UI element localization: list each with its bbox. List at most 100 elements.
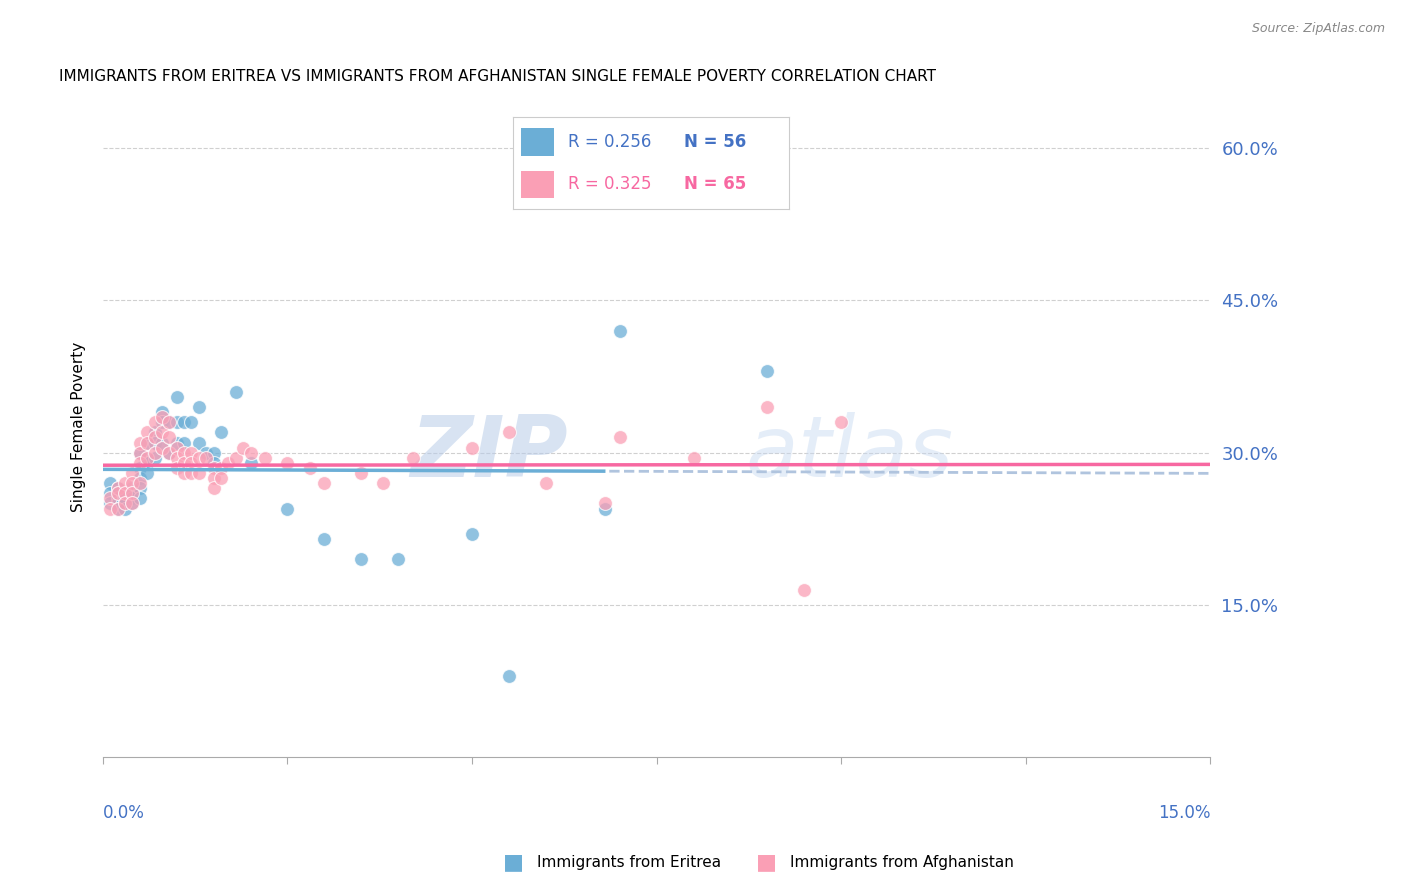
Point: [136, 435, 159, 450]
Point: [150, 410, 173, 425]
Point: [107, 501, 129, 516]
Point: [128, 445, 150, 459]
Point: [150, 441, 173, 455]
Point: [157, 445, 180, 459]
Text: ■: ■: [503, 853, 523, 872]
Point: [157, 415, 180, 429]
Point: [187, 435, 209, 450]
Point: [373, 476, 395, 491]
Point: [166, 450, 188, 465]
Text: ■: ■: [756, 853, 776, 872]
Point: [98, 486, 121, 500]
Point: [195, 445, 218, 459]
Text: atlas: atlas: [745, 412, 953, 495]
Point: [114, 476, 136, 491]
Point: [202, 445, 225, 459]
Point: [128, 461, 150, 475]
Point: [387, 552, 409, 566]
Point: [107, 501, 129, 516]
Text: ZIP: ZIP: [411, 412, 568, 495]
Point: [143, 415, 166, 429]
Point: [150, 435, 173, 450]
Point: [136, 466, 159, 480]
Point: [121, 491, 143, 506]
Point: [114, 486, 136, 500]
Point: [98, 491, 121, 506]
Text: Source: ZipAtlas.com: Source: ZipAtlas.com: [1251, 22, 1385, 36]
Point: [143, 435, 166, 450]
Point: [276, 501, 298, 516]
Point: [136, 425, 159, 440]
Point: [121, 486, 143, 500]
Point: [143, 445, 166, 459]
Point: [107, 491, 129, 506]
Point: [121, 476, 143, 491]
Point: [461, 441, 484, 455]
Point: [254, 450, 277, 465]
Point: [402, 450, 425, 465]
Point: [173, 435, 195, 450]
Point: [173, 445, 195, 459]
Point: [276, 456, 298, 470]
Point: [128, 476, 150, 491]
Point: [202, 481, 225, 495]
Point: [830, 415, 852, 429]
Point: [150, 405, 173, 419]
Point: [173, 466, 195, 480]
Point: [136, 450, 159, 465]
Point: [136, 456, 159, 470]
Point: [350, 466, 373, 480]
Point: [136, 450, 159, 465]
Text: 0.0%: 0.0%: [103, 804, 145, 822]
Point: [98, 496, 121, 510]
Point: [114, 491, 136, 506]
Point: [128, 481, 150, 495]
Point: [128, 435, 150, 450]
Point: [350, 552, 373, 566]
Point: [225, 384, 247, 399]
Point: [166, 415, 188, 429]
Point: [756, 364, 779, 378]
Point: [209, 425, 232, 440]
Point: [232, 441, 254, 455]
Point: [793, 582, 815, 597]
Text: Immigrants from Afghanistan: Immigrants from Afghanistan: [790, 855, 1014, 870]
Text: IMMIGRANTS FROM ERITREA VS IMMIGRANTS FROM AFGHANISTAN SINGLE FEMALE POVERTY COR: IMMIGRANTS FROM ERITREA VS IMMIGRANTS FR…: [59, 69, 935, 84]
Point: [121, 496, 143, 510]
Point: [180, 445, 202, 459]
Point: [150, 425, 173, 440]
Point: [157, 430, 180, 444]
Point: [157, 445, 180, 459]
Point: [498, 669, 520, 683]
Point: [202, 461, 225, 475]
Point: [114, 501, 136, 516]
Point: [166, 441, 188, 455]
Point: [239, 445, 262, 459]
Point: [121, 496, 143, 510]
Point: [180, 466, 202, 480]
Point: [209, 461, 232, 475]
Point: [121, 486, 143, 500]
Point: [107, 496, 129, 510]
Point: [180, 456, 202, 470]
Point: [239, 456, 262, 470]
Point: [107, 486, 129, 500]
Point: [298, 461, 321, 475]
Point: [114, 496, 136, 510]
Point: [202, 456, 225, 470]
Point: [166, 390, 188, 404]
Point: [107, 481, 129, 495]
Point: [107, 481, 129, 495]
Point: [98, 476, 121, 491]
Point: [166, 435, 188, 450]
Point: [195, 450, 218, 465]
Point: [173, 456, 195, 470]
Point: [609, 430, 631, 444]
Point: [121, 466, 143, 480]
Point: [225, 450, 247, 465]
Point: [314, 532, 336, 546]
Y-axis label: Single Female Poverty: Single Female Poverty: [72, 343, 86, 512]
Point: [314, 476, 336, 491]
Text: Immigrants from Eritrea: Immigrants from Eritrea: [537, 855, 721, 870]
Point: [114, 496, 136, 510]
